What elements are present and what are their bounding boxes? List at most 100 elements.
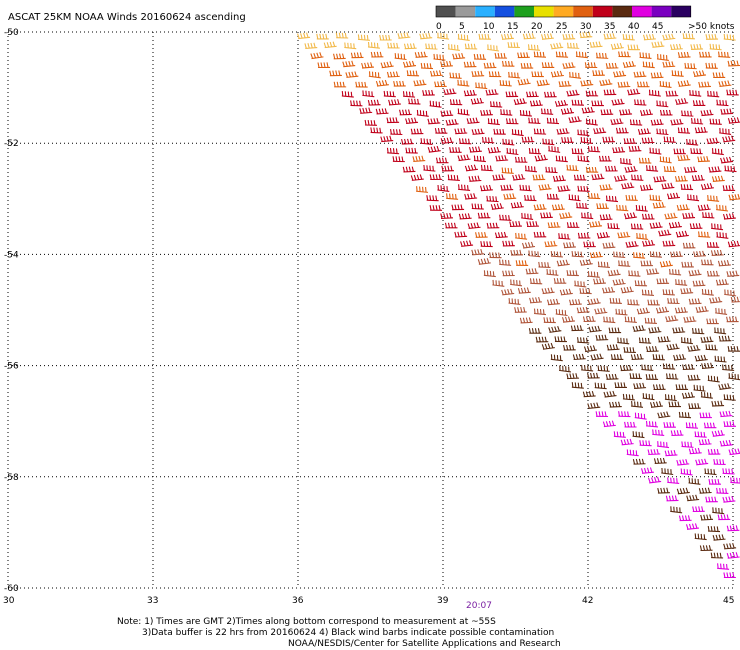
y-tick-label: -50 bbox=[4, 28, 19, 38]
wind-barb-stroke bbox=[666, 343, 680, 351]
wind-barb-stroke bbox=[538, 261, 551, 269]
wind-barb-stroke bbox=[515, 232, 528, 240]
legend-tick-label: 0 bbox=[436, 22, 442, 32]
wind-barb-stroke bbox=[685, 422, 699, 429]
wind-barb-stroke bbox=[631, 401, 644, 408]
wind-barb bbox=[471, 203, 484, 210]
wind-barb-stroke bbox=[648, 89, 661, 97]
wind-barb bbox=[680, 287, 694, 295]
wind-barb-stroke bbox=[649, 222, 663, 229]
wind-barb bbox=[555, 308, 568, 317]
wind-barb-stroke bbox=[694, 354, 708, 362]
wind-barbs bbox=[297, 31, 740, 579]
wind-barb bbox=[695, 458, 709, 466]
wind-barb-stroke bbox=[571, 148, 585, 155]
wind-barb-stroke bbox=[375, 79, 389, 87]
wind-barb-stroke bbox=[582, 390, 596, 398]
wind-barb bbox=[547, 221, 561, 229]
wind-barb bbox=[605, 195, 619, 203]
legend-tick-label: 20 bbox=[531, 22, 543, 32]
wind-barb-stroke bbox=[579, 31, 593, 39]
wind-barb bbox=[544, 91, 557, 98]
wind-barb bbox=[350, 100, 363, 107]
wind-barb bbox=[532, 174, 546, 181]
wind-barb bbox=[316, 33, 329, 40]
wind-barb-stroke bbox=[557, 185, 571, 192]
wind-barb bbox=[572, 353, 586, 361]
wind-barb bbox=[403, 43, 417, 50]
wind-barb-stroke bbox=[502, 240, 515, 247]
wind-barb-stroke bbox=[675, 98, 689, 105]
wind-barb bbox=[579, 288, 592, 295]
wind-barb-stroke bbox=[466, 117, 480, 124]
wind-barb bbox=[422, 89, 435, 96]
wind-barb bbox=[492, 279, 505, 287]
wind-barb-stroke bbox=[440, 137, 454, 144]
wind-barb-stroke bbox=[599, 214, 613, 221]
wind-barb-stroke bbox=[515, 260, 529, 266]
wind-barb-stroke bbox=[492, 279, 505, 287]
wind-barb bbox=[596, 52, 609, 59]
wind-barb-stroke bbox=[686, 494, 700, 502]
wind-barb bbox=[648, 476, 662, 484]
wind-barb bbox=[708, 478, 721, 485]
wind-barb-stroke bbox=[362, 90, 375, 98]
wind-barb-stroke bbox=[694, 431, 707, 438]
wind-barb bbox=[590, 353, 604, 361]
wind-barb-stroke bbox=[525, 268, 539, 275]
wind-barb-stroke bbox=[383, 90, 396, 98]
wind-barb-stroke bbox=[648, 326, 662, 334]
wind-barb-stroke bbox=[589, 251, 603, 259]
wind-barb bbox=[583, 345, 598, 353]
wind-barb bbox=[670, 118, 684, 126]
wind-barb bbox=[458, 213, 472, 220]
wind-barb-stroke bbox=[571, 251, 584, 258]
wind-barb-stroke bbox=[615, 127, 629, 134]
wind-barb bbox=[684, 62, 697, 70]
wind-barb bbox=[540, 212, 553, 219]
wind-barb bbox=[559, 212, 573, 220]
wind-barb-stroke bbox=[603, 316, 616, 324]
wind-barb-stroke bbox=[576, 202, 589, 209]
wind-barb bbox=[429, 174, 443, 181]
wind-barb bbox=[645, 346, 659, 353]
wind-barb-stroke bbox=[659, 260, 673, 268]
wind-barb bbox=[659, 260, 673, 268]
wind-barb-stroke bbox=[693, 250, 706, 258]
wind-barb bbox=[602, 286, 616, 294]
wind-barb-stroke bbox=[719, 410, 733, 418]
wind-barb bbox=[394, 53, 407, 61]
wind-barb bbox=[611, 98, 625, 106]
wind-barb-stroke bbox=[630, 223, 644, 230]
wind-barb-stroke bbox=[596, 52, 609, 59]
wind-barb-stroke bbox=[420, 62, 434, 70]
wind-barb-stroke bbox=[728, 193, 740, 201]
wind-barb bbox=[573, 174, 587, 181]
wind-barb-stroke bbox=[684, 166, 698, 173]
wind-barb-stroke bbox=[620, 157, 633, 165]
wind-barb-stroke bbox=[605, 373, 619, 380]
wind-barb bbox=[344, 42, 357, 50]
wind-barb-stroke bbox=[394, 53, 407, 61]
wind-barb-stroke bbox=[720, 156, 734, 164]
wind-barb bbox=[596, 203, 609, 209]
wind-barb-stroke bbox=[587, 298, 601, 306]
wind-barb-stroke bbox=[703, 422, 717, 429]
wind-barb bbox=[614, 382, 627, 388]
wind-barb-stroke bbox=[581, 106, 595, 114]
wind-barb-stroke bbox=[535, 336, 549, 343]
wind-barb bbox=[700, 109, 714, 117]
wind-barb bbox=[664, 212, 678, 220]
wind-barb-stroke bbox=[670, 506, 683, 514]
wind-barb bbox=[621, 182, 635, 190]
wind-barb bbox=[629, 119, 643, 126]
wind-barb bbox=[648, 89, 661, 97]
wind-barb bbox=[361, 62, 375, 69]
wind-barb-stroke bbox=[546, 193, 560, 200]
wind-barb-stroke bbox=[513, 98, 527, 106]
wind-barb-stroke bbox=[607, 269, 621, 277]
wind-barb-stroke bbox=[656, 278, 670, 285]
wind-barb bbox=[703, 422, 717, 429]
wind-barb bbox=[554, 336, 567, 343]
wind-barb-stroke bbox=[526, 221, 540, 228]
